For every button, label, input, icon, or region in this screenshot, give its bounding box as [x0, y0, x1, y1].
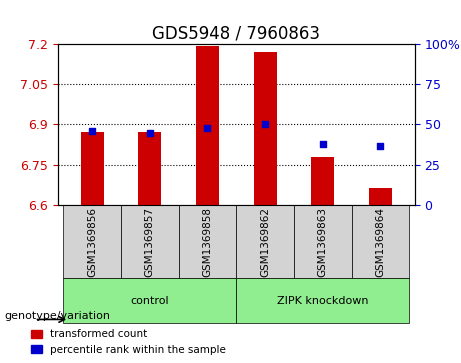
Bar: [369, 188, 392, 205]
FancyBboxPatch shape: [121, 205, 179, 278]
Point: [204, 125, 211, 131]
Point: [377, 143, 384, 148]
Text: control: control: [130, 296, 169, 306]
Bar: [254, 52, 277, 205]
Text: GSM1369862: GSM1369862: [260, 207, 270, 277]
FancyBboxPatch shape: [64, 205, 121, 278]
Text: genotype/variation: genotype/variation: [5, 311, 111, 321]
Point: [261, 122, 269, 127]
FancyBboxPatch shape: [351, 205, 409, 278]
Text: GSM1369856: GSM1369856: [87, 207, 97, 277]
Bar: [196, 46, 219, 205]
Text: ZIPK knockdown: ZIPK knockdown: [277, 296, 368, 306]
Text: GSM1369857: GSM1369857: [145, 207, 155, 277]
Title: GDS5948 / 7960863: GDS5948 / 7960863: [152, 24, 320, 42]
FancyBboxPatch shape: [64, 278, 236, 323]
FancyBboxPatch shape: [236, 278, 409, 323]
FancyBboxPatch shape: [294, 205, 351, 278]
Bar: [81, 132, 104, 205]
Bar: [138, 132, 161, 205]
Text: GSM1369858: GSM1369858: [202, 207, 213, 277]
FancyBboxPatch shape: [179, 205, 236, 278]
Text: GSM1369863: GSM1369863: [318, 207, 328, 277]
Point: [319, 141, 326, 147]
Text: GSM1369864: GSM1369864: [375, 207, 385, 277]
Point: [89, 128, 96, 134]
FancyBboxPatch shape: [236, 205, 294, 278]
Point: [146, 130, 154, 135]
Bar: [311, 158, 334, 205]
Legend: transformed count, percentile rank within the sample: transformed count, percentile rank withi…: [28, 326, 229, 358]
